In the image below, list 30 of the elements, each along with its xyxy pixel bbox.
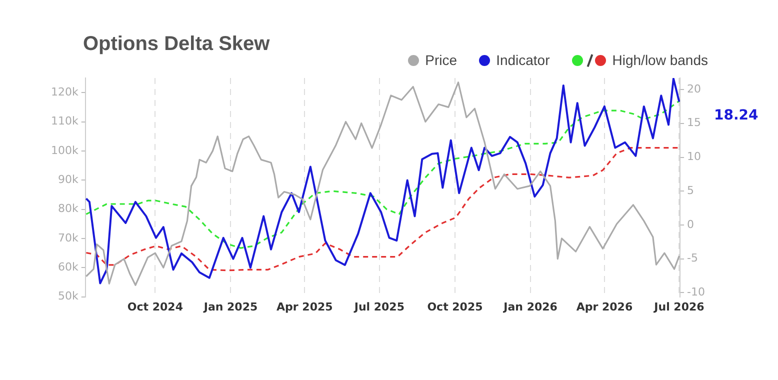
x-tick-label: Jan 2026 (502, 300, 558, 314)
y2-tick-label: 10 (687, 150, 702, 164)
y-tick-label: 90k (58, 172, 79, 186)
y-tick-label: 100k (50, 144, 79, 157)
legend-label: Indicator (496, 52, 550, 68)
y2-tick-label: 15 (687, 116, 702, 130)
x-tick-label: Apr 2025 (276, 300, 333, 314)
y-tick-label: 70k (58, 231, 79, 244)
legend-label: High/low bands (612, 52, 708, 68)
x-tick-label: Oct 2025 (427, 300, 483, 314)
line-series (85, 100, 680, 249)
y-tick-label: 80k (58, 202, 79, 216)
line-series (85, 146, 680, 272)
chart-title: Options Delta Skew (83, 33, 270, 56)
x-tick-label: Apr 2026 (576, 300, 633, 314)
y-tick-label: 50k (58, 290, 79, 303)
x-tick-label: Oct 2024 (127, 300, 184, 314)
y-tick-label: 110k (50, 114, 79, 128)
y-tick-label: 120k (50, 85, 79, 98)
x-tick-label: Jan 2025 (202, 300, 258, 314)
y2-tick-label: 5 (687, 184, 694, 197)
legend-label: Price (425, 52, 458, 68)
y-tick-label: 60k (58, 260, 79, 274)
y2-tick-label: 0 (687, 218, 694, 231)
x-tick-label: Jul 2025 (353, 300, 404, 314)
y2-tick-label: 20 (687, 82, 702, 96)
text: 18.24 (714, 108, 759, 124)
y2-tick-label: -5 (687, 252, 698, 265)
y2-tick-label: -10 (687, 286, 705, 299)
x-tick-label: Jul 2026 (653, 300, 705, 314)
